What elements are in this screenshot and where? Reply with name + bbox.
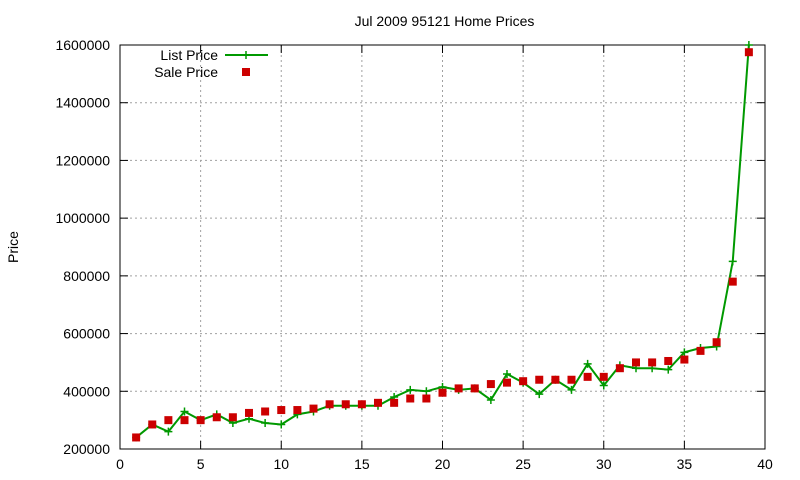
- sale-price-point: [180, 416, 189, 425]
- sale-price-point: [535, 375, 544, 384]
- x-tick-label: 20: [435, 456, 451, 472]
- sale-price-point: [728, 277, 737, 286]
- y-tick-label: 200000: [63, 441, 110, 457]
- list-price-point: [535, 390, 544, 399]
- sale-price-point: [454, 384, 463, 393]
- sale-price-point: [277, 406, 286, 415]
- list-price-point: [277, 420, 286, 429]
- list-price-point: [164, 427, 173, 436]
- list-price-point: [664, 365, 673, 374]
- sale-price-point: [486, 380, 495, 389]
- list-price-point: [599, 381, 608, 390]
- sale-price-point: [261, 407, 270, 416]
- axis-ticks: 0 5 10 15 20 25 30 35 40 200000 400000 600000 800000…: [55, 37, 773, 472]
- sale-price-point: [357, 400, 366, 409]
- x-tick-label: 35: [677, 456, 693, 472]
- sale-price-point: [438, 388, 447, 397]
- x-tick-label: 15: [354, 456, 370, 472]
- y-tick-label: 1400000: [55, 95, 110, 111]
- sale-price-point: [503, 378, 511, 387]
- sale-price-point: [470, 384, 479, 393]
- sale-price-point: [567, 375, 576, 384]
- list-price-point: [180, 407, 189, 416]
- list-price-point: [422, 387, 431, 396]
- y-tick-label: 400000: [63, 383, 110, 399]
- sale-price-point: [374, 398, 382, 407]
- y-axis-label: Price: [5, 231, 21, 263]
- sale-price-point: [148, 420, 157, 429]
- legend-sale-price-swatch: [242, 68, 250, 76]
- sale-price-point: [132, 433, 141, 442]
- list-price-point: [583, 359, 592, 368]
- list-price-point: [728, 257, 737, 266]
- chart-title: Jul 2009 95121 Home Prices: [355, 13, 535, 29]
- list-price-point: [567, 385, 576, 394]
- legend-list-price-marker: [242, 51, 250, 59]
- list-price-point: [680, 348, 689, 357]
- sale-price-point: [583, 372, 592, 381]
- legend-list-price-label: List Price: [160, 47, 218, 63]
- sale-price-point: [164, 416, 173, 425]
- sale-price-point: [325, 400, 334, 409]
- series-layer: [132, 41, 753, 442]
- x-tick-label: 0: [116, 456, 124, 472]
- list-price-point: [744, 41, 753, 49]
- x-tick-label: 5: [197, 456, 205, 472]
- list-price-point: [486, 395, 495, 404]
- sale-price-point: [212, 413, 221, 422]
- sale-price-point: [390, 398, 399, 407]
- sale-price-point: [664, 356, 673, 365]
- sale-price-point: [696, 346, 705, 355]
- sale-price-point: [245, 408, 253, 417]
- x-tick-label: 40: [757, 456, 773, 472]
- sale-price-point: [632, 358, 640, 367]
- sale-price-point: [293, 406, 302, 415]
- sale-price-point: [519, 377, 528, 386]
- sale-price-point: [341, 400, 350, 409]
- y-tick-label: 1600000: [55, 37, 110, 53]
- x-tick-label: 10: [273, 456, 289, 472]
- sale-price-point: [615, 364, 624, 373]
- x-tick-label: 25: [515, 456, 531, 472]
- list-price-point: [261, 419, 270, 428]
- list-price-point: [406, 385, 415, 394]
- sale-price-point: [648, 358, 657, 367]
- sale-price-point: [422, 394, 431, 403]
- sale-price-point: [712, 338, 721, 347]
- y-tick-label: 1200000: [55, 152, 110, 168]
- y-tick-label: 1000000: [55, 210, 110, 226]
- sale-price-point: [551, 375, 560, 384]
- sale-price-point: [228, 413, 237, 422]
- y-tick-label: 800000: [63, 268, 110, 284]
- list-price-point: [503, 369, 511, 378]
- sale-price-point: [744, 48, 753, 57]
- x-tick-label: 30: [596, 456, 612, 472]
- sale-price-point: [406, 394, 415, 403]
- sale-price-point: [599, 372, 608, 381]
- y-tick-label: 600000: [63, 326, 110, 342]
- legend-sale-price-label: Sale Price: [154, 64, 218, 80]
- sale-price-point: [680, 355, 689, 364]
- sale-price-point: [196, 416, 205, 425]
- sale-price-point: [309, 404, 318, 413]
